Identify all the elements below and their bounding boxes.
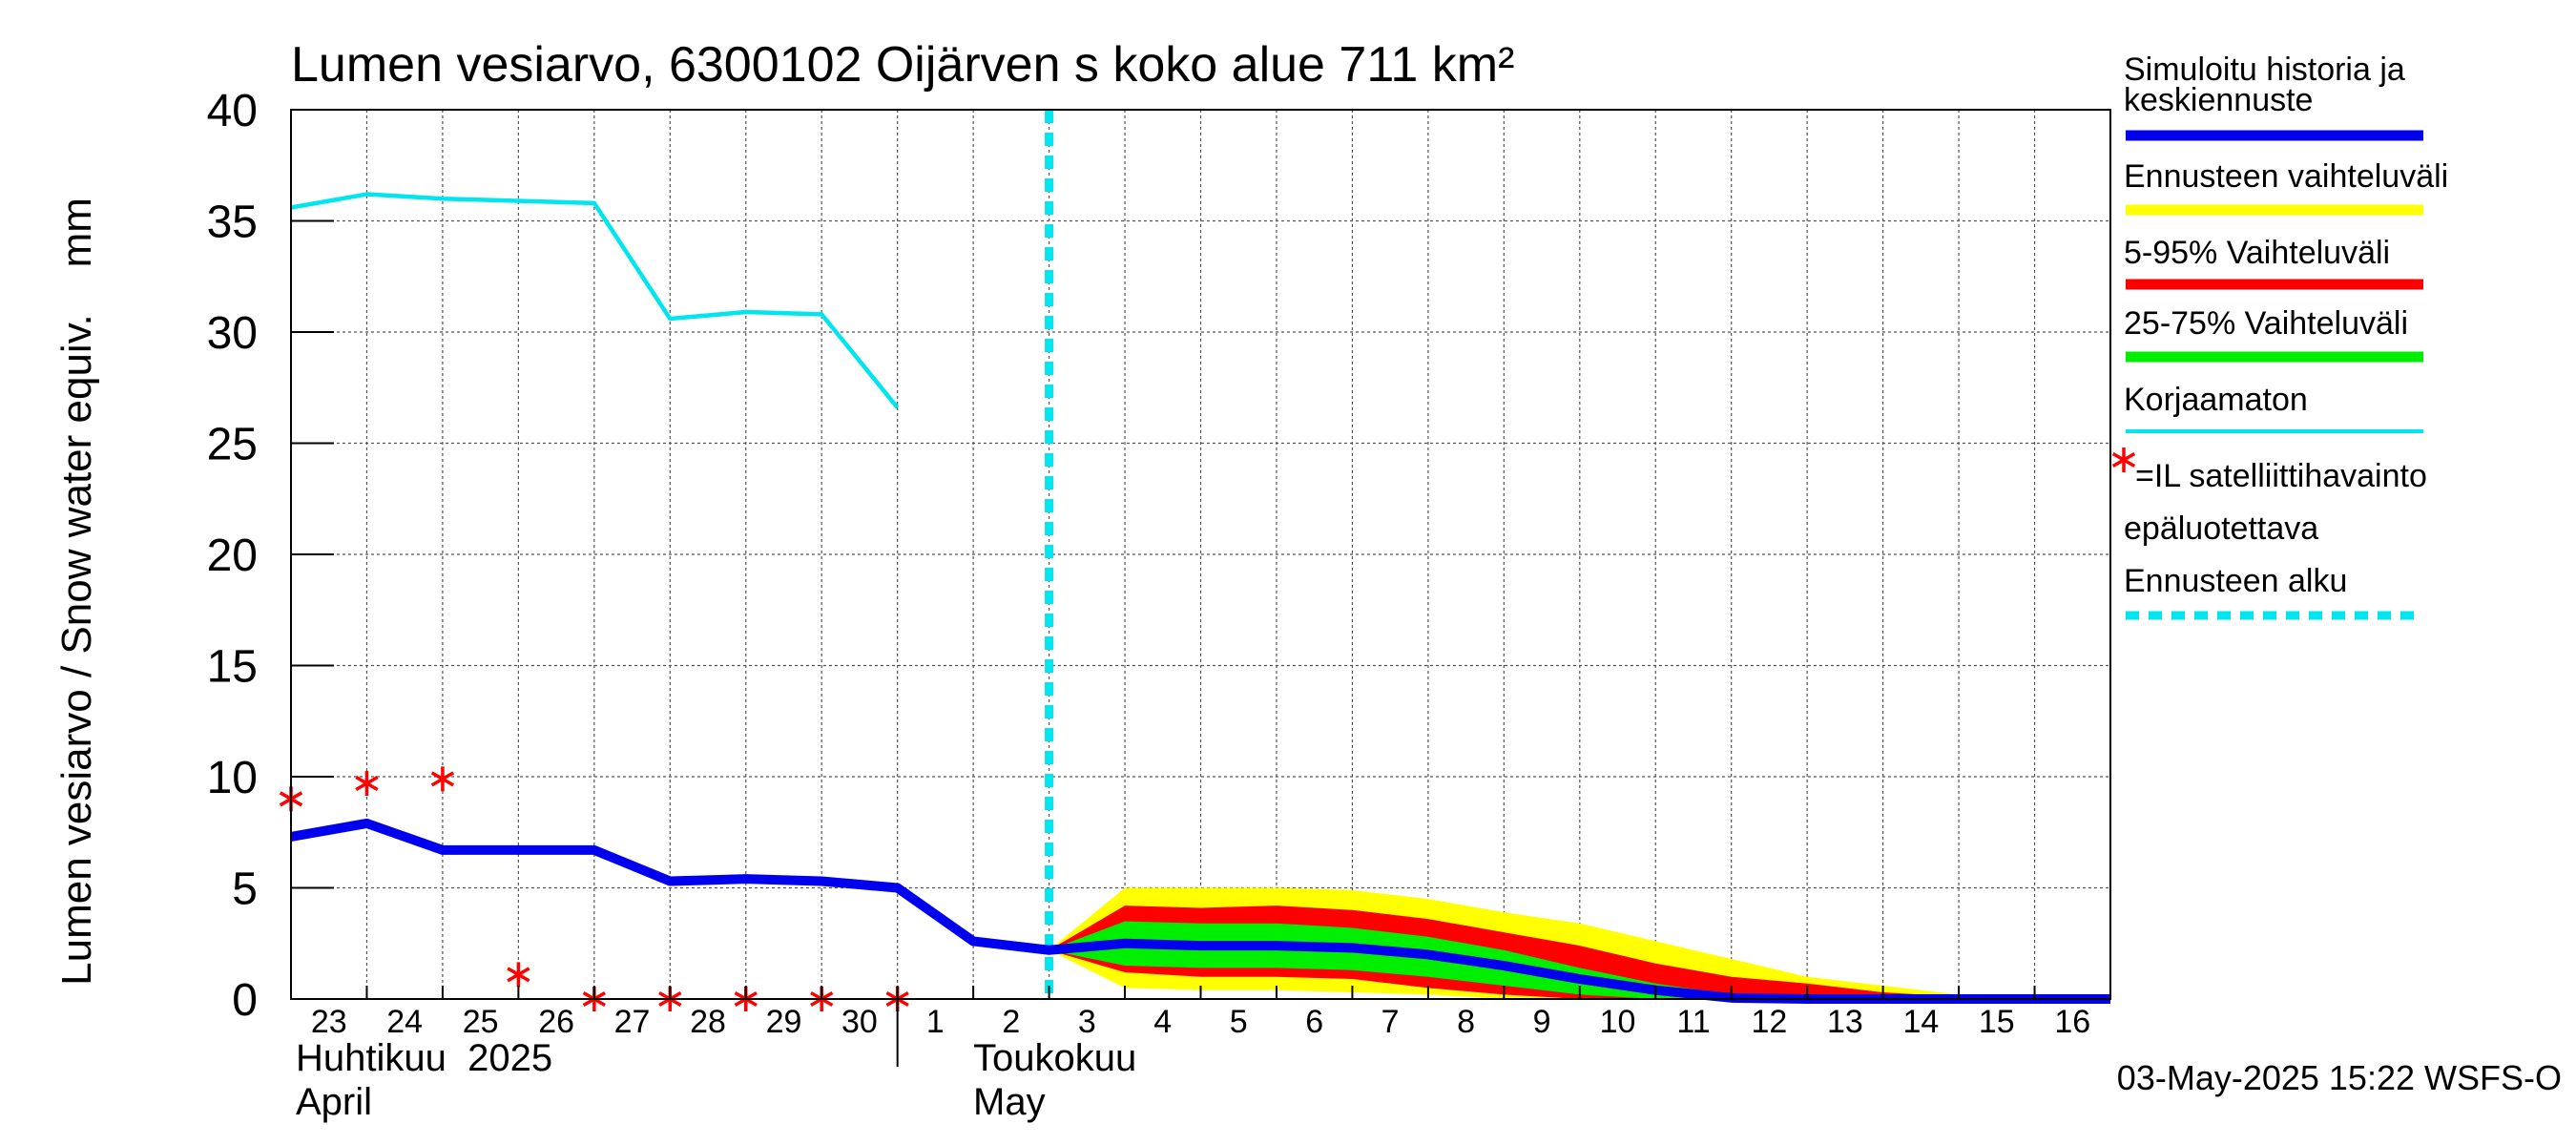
x-tick-label: 1: [926, 1004, 945, 1040]
legend-item-il-satelliittihavainto-ep-luotettava: =IL satelliittihavainto epäluotettava: [2111, 448, 2427, 547]
legend-label: keskiennuste: [2124, 82, 2313, 118]
y-tick-label: 25: [207, 420, 258, 470]
star-stroke: [355, 775, 379, 792]
forecast-bands: [1049, 887, 2035, 999]
month-label-may-fi: Toukokuu: [973, 1037, 1136, 1079]
x-axis-ticks: 23 24 25 26 27 28 29 30 1 2 3 4 5 6 7 8 9 10 11 12 13 14 15 16: [311, 986, 2090, 1067]
series-line-uncorrected: [290, 192, 900, 409]
x-tick-label: 30: [841, 1004, 878, 1040]
month-label-may-en: May: [973, 1081, 1046, 1123]
observation-marker: [430, 766, 455, 792]
x-tick-label: 23: [311, 1004, 347, 1040]
y-tick-label: 35: [207, 198, 258, 248]
x-tick-label: 2: [1002, 1004, 1020, 1040]
series-line-simulated: [290, 818, 2110, 1004]
x-tick-label: 7: [1381, 1004, 1400, 1040]
legend-label: =IL satelliittihavainto: [2135, 458, 2427, 494]
x-tick-label: 15: [1979, 1004, 2015, 1040]
star-stroke: [2111, 451, 2136, 468]
y-tick-label: 10: [207, 753, 258, 803]
y-tick-label: 15: [207, 642, 258, 693]
month-label-april-fi: Huhtikuu 2025: [296, 1037, 552, 1079]
observation-marker: [507, 962, 530, 988]
x-tick-label: 10: [1600, 1004, 1636, 1040]
legend-item-5-95-vaihteluv-li: 5-95% Vaihteluväli: [2124, 235, 2423, 290]
band-25-75-vaihteluv-li: [1049, 921, 1808, 999]
x-tick-label: 11: [1676, 1004, 1710, 1040]
legend-item-25-75-vaihteluv-li: 25-75% Vaihteluväli: [2124, 305, 2423, 363]
legend-label: 5-95% Vaihteluväli: [2124, 235, 2390, 271]
star-stroke: [507, 967, 530, 983]
x-tick-label: 27: [614, 1004, 651, 1040]
x-tick-label: 13: [1827, 1004, 1863, 1040]
x-tick-label: 8: [1457, 1004, 1475, 1040]
x-tick-label: 4: [1153, 1004, 1172, 1040]
x-tick-label: 28: [690, 1004, 726, 1040]
legend-item-ennusteen-vaihteluv-li: Ennusteen vaihteluväli: [2124, 158, 2448, 216]
legend-label: 25-75% Vaihteluväli: [2124, 305, 2408, 342]
observation-marker: [355, 770, 379, 796]
x-tick-label: 12: [1752, 1004, 1788, 1040]
month-labels: Huhtikuu 2025 April Toukokuu May: [296, 1037, 1136, 1123]
x-tick-label: 25: [463, 1004, 499, 1040]
grid: [291, 110, 2110, 999]
legend-item-korjaamaton: Korjaamaton: [2124, 382, 2423, 433]
star-stroke: [430, 771, 455, 787]
x-tick-label: 6: [1305, 1004, 1323, 1040]
y-tick-label: 5: [232, 864, 258, 915]
y-tick-label: 40: [207, 86, 258, 136]
month-label-april-en: April: [296, 1081, 372, 1123]
x-tick-label: 24: [386, 1004, 423, 1040]
series-lines: [290, 110, 2110, 1004]
y-axis-label: Lumen vesiarvo / Snow water equiv. mm: [53, 198, 100, 986]
legend-star-icon: [2111, 448, 2136, 472]
legend-label: Korjaamaton: [2124, 382, 2308, 418]
y-axis-ticks: 0 5 10 15 20 25 30 35 40: [207, 86, 334, 1026]
chart-title: Lumen vesiarvo, 6300102 Oijärven s koko …: [291, 37, 1514, 93]
x-tick-label: 9: [1533, 1004, 1551, 1040]
legend-label: Simuloitu historia ja: [2124, 52, 2405, 88]
x-tick-label: 5: [1230, 1004, 1248, 1040]
y-tick-label: 30: [207, 308, 258, 359]
legend-label: Ennusteen vaihteluväli: [2124, 158, 2448, 195]
x-tick-label: 16: [2054, 1004, 2090, 1040]
timestamp: 03-May-2025 15:22 WSFS-O: [2117, 1058, 2562, 1097]
legend-label: epäluotettava: [2124, 510, 2318, 547]
x-tick-label: 14: [1902, 1004, 1939, 1040]
legend-label: Ennusteen alku: [2124, 563, 2347, 599]
x-tick-label: 29: [766, 1004, 802, 1040]
x-tick-label: 26: [538, 1004, 574, 1040]
y-tick-label: 0: [232, 975, 258, 1026]
legend-item-ennusteen-alku: Ennusteen alku: [2124, 563, 2423, 620]
y-tick-label: 20: [207, 531, 258, 581]
x-tick-label: 3: [1078, 1004, 1096, 1040]
